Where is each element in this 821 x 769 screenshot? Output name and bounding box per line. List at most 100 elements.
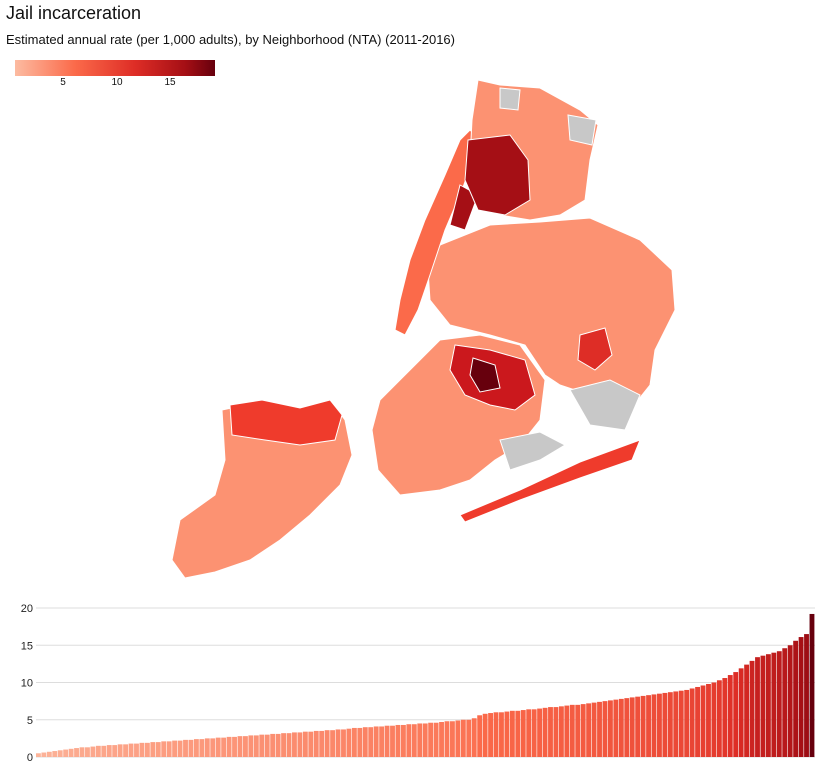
bar[interactable] [651,694,657,757]
bar[interactable] [444,721,450,757]
bar[interactable] [57,750,63,757]
bar[interactable] [172,740,178,757]
bar[interactable] [749,660,755,757]
bar[interactable] [727,675,733,757]
bar[interactable] [161,741,167,757]
bar[interactable] [204,738,210,758]
bar[interactable] [460,719,466,757]
bar[interactable] [199,739,205,757]
bar[interactable] [101,745,107,757]
bar[interactable] [711,682,717,758]
bar[interactable] [765,654,771,757]
bar[interactable] [281,733,286,757]
bar[interactable] [450,721,455,757]
bar[interactable] [308,731,314,757]
bar[interactable] [597,701,602,757]
bar[interactable] [85,747,90,757]
bar[interactable] [700,685,706,757]
bar[interactable] [362,727,368,757]
bar[interactable] [46,751,52,757]
bar[interactable] [689,688,695,757]
bar[interactable] [215,737,221,757]
bar[interactable] [417,723,423,757]
bar[interactable] [569,704,575,757]
bar[interactable] [580,704,586,757]
bar[interactable] [226,736,232,757]
bar[interactable] [128,743,134,757]
bar[interactable] [760,655,766,757]
bar[interactable] [629,697,635,757]
bar[interactable] [504,711,510,757]
map-region-jfk-airport[interactable] [569,379,641,431]
bar[interactable] [678,690,684,757]
bar[interactable] [657,693,662,757]
bar[interactable] [297,732,303,757]
bar[interactable] [586,703,592,757]
bar[interactable] [351,727,357,757]
bar[interactable] [243,736,248,757]
bar[interactable] [782,648,788,757]
bar[interactable] [733,672,739,757]
bar[interactable] [68,748,74,757]
map-region-jamaica-bay[interactable] [499,431,567,471]
bar[interactable] [804,634,809,757]
bar[interactable] [618,698,624,757]
bar[interactable] [95,745,101,757]
bar[interactable] [542,707,548,757]
bar[interactable] [139,742,145,757]
bar[interactable] [640,695,646,757]
bar[interactable] [41,752,47,757]
map-region-brownsville[interactable] [469,357,501,393]
bar[interactable] [558,706,564,757]
map-region-rockaway[interactable] [459,439,641,523]
bar[interactable] [591,702,597,757]
bar[interactable] [74,748,79,757]
bar[interactable] [455,720,461,758]
bar[interactable] [221,737,227,757]
bar[interactable] [520,710,526,757]
bar[interactable] [738,668,744,757]
bar[interactable] [123,744,129,757]
bar[interactable] [755,657,760,757]
bar[interactable] [667,692,673,757]
bar[interactable] [232,736,237,757]
bar[interactable] [787,645,793,757]
bar[interactable] [335,729,341,757]
bar[interactable] [395,724,401,757]
bar[interactable] [662,692,668,757]
bar[interactable] [624,698,630,757]
bar[interactable] [716,680,722,757]
bar[interactable] [602,701,608,758]
bar[interactable] [553,707,559,757]
bar[interactable] [548,707,553,757]
bar[interactable] [722,678,728,757]
bar[interactable] [319,730,325,757]
bar[interactable] [646,695,651,757]
bar[interactable] [134,743,139,757]
bar[interactable] [117,744,123,757]
bar[interactable] [509,710,515,757]
bar[interactable] [439,721,444,757]
map-region-south-bronx[interactable] [464,134,531,216]
bar[interactable] [466,719,472,757]
bar[interactable] [79,747,85,757]
bar[interactable] [379,726,385,757]
bar[interactable] [744,664,750,757]
bar[interactable] [793,640,799,757]
bar[interactable] [390,725,395,757]
bar[interactable] [177,740,183,757]
bar[interactable] [90,746,96,757]
bar[interactable] [368,727,374,757]
bar[interactable] [613,699,619,757]
bar[interactable] [531,709,537,757]
bar[interactable] [270,733,276,757]
bar[interactable] [537,708,543,757]
bar[interactable] [575,704,581,757]
bar[interactable] [52,751,58,757]
bar[interactable] [248,735,254,757]
bar[interactable] [313,730,319,757]
bar[interactable] [422,723,428,757]
bar[interactable] [341,729,346,757]
bar[interactable] [210,738,216,758]
bar[interactable] [324,730,330,757]
